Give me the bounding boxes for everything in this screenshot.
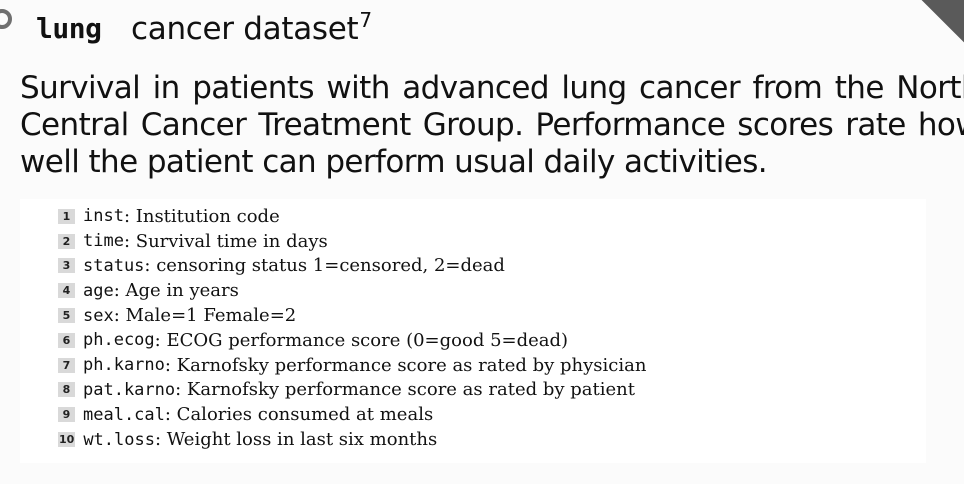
line-number: 9 — [58, 407, 75, 423]
variable-item: 3 status: censoring status 1=censored, 2=… — [58, 254, 646, 279]
line-number: 4 — [58, 283, 75, 299]
variable-name: ph.karno — [83, 355, 165, 376]
line-number: 8 — [58, 382, 75, 398]
variable-description: : Age in years — [113, 280, 239, 302]
variable-name: meal.cal — [83, 404, 165, 425]
heading-dataset-code: lung — [36, 12, 102, 45]
heading-title-text: cancer dataset — [131, 11, 359, 47]
variable-name: ph.ecog — [83, 330, 155, 351]
line-number: 3 — [58, 258, 75, 274]
line-number: 5 — [58, 308, 75, 324]
variable-description: : Male=1 Female=2 — [113, 305, 297, 327]
variable-list: 1 inst: Institution code 2 time: Survival … — [58, 204, 646, 452]
line-number: 10 — [58, 432, 76, 448]
variable-description: : Weight loss in last six months — [154, 429, 438, 451]
variable-description: : Survival time in days — [123, 230, 328, 252]
variable-item: 10 wt.loss: Weight loss in last six month… — [58, 427, 646, 452]
variable-name: time — [83, 231, 124, 252]
variable-description: : ECOG performance score (0=good 5=dead) — [154, 329, 569, 351]
variable-item: 1 inst: Institution code — [58, 204, 646, 229]
variable-item: 2 time: Survival time in days — [58, 229, 646, 254]
variable-description: : Institution code — [123, 205, 280, 227]
variable-item: 7 ph.karno: Karnofsky performance score a… — [58, 353, 646, 378]
line-number: 1 — [58, 208, 75, 224]
variable-description: : Karnofsky performance score as rated b… — [164, 354, 647, 376]
variable-item: 5 sex: Male=1 Female=2 — [58, 303, 646, 328]
heading-footnote-marker: 7 — [359, 8, 372, 32]
variable-name: inst — [83, 206, 124, 227]
variable-item: 9 meal.cal: Calories consumed at meals — [58, 402, 646, 427]
variable-name: status — [83, 255, 145, 276]
variable-code-panel: 1 inst: Institution code 2 time: Survival … — [20, 199, 926, 463]
dataset-description: Survival in patients with advanced lung … — [20, 70, 964, 180]
variable-name: wt.loss — [83, 429, 155, 450]
heading-title: cancer dataset7 — [131, 8, 372, 47]
variable-description: : Calories consumed at meals — [164, 404, 434, 426]
variable-name: age — [83, 280, 114, 301]
variable-item: 8 pat.karno: Karnofsky performance score … — [58, 378, 646, 403]
line-number: 7 — [58, 357, 75, 373]
variable-description: : censoring status 1=censored, 2=dead — [144, 255, 505, 277]
variable-item: 4 age: Age in years — [58, 278, 646, 303]
variable-name: pat.karno — [83, 379, 176, 400]
line-number: 2 — [58, 233, 75, 249]
line-number: 6 — [58, 332, 75, 348]
variable-description: : Karnofsky performance score as rated b… — [175, 379, 635, 401]
variable-name: sex — [83, 305, 114, 326]
variable-item: 6 ph.ecog: ECOG performance score (0=good… — [58, 328, 646, 353]
corner-decoration — [921, 0, 964, 43]
bullet-icon — [0, 9, 12, 29]
